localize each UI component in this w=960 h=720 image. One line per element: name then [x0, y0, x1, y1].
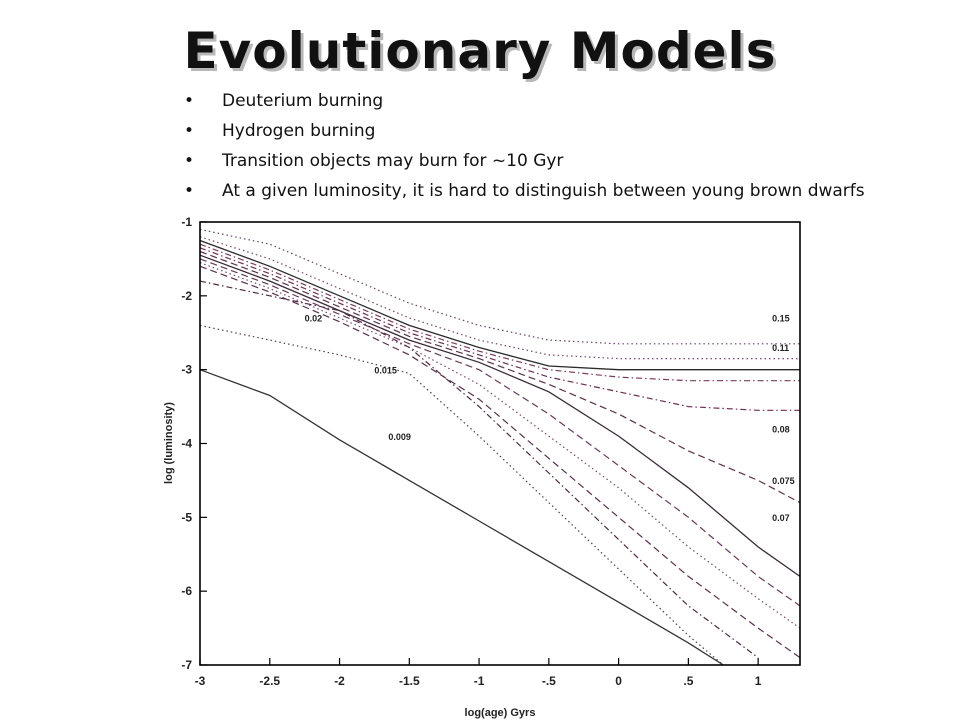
- mass-label: 0.015: [374, 365, 397, 375]
- y-tick-label: -5: [181, 510, 192, 524]
- x-tick-label: .5: [683, 674, 693, 688]
- series-line-0.015: [199, 324, 724, 666]
- x-tick-label: -1: [474, 674, 485, 688]
- bullet-item: Deuterium burning: [180, 90, 900, 112]
- x-tick-label: -2.5: [259, 674, 280, 688]
- series-line: [199, 265, 801, 659]
- slide-title: Evolutionary Models: [183, 22, 777, 80]
- mass-label: 0.11: [772, 343, 789, 353]
- y-tick-label: -7: [181, 658, 192, 672]
- y-tick-label: -1: [181, 215, 192, 229]
- x-tick-label: -.5: [542, 674, 556, 688]
- y-tick-label: -3: [181, 363, 192, 377]
- series-line-0.009: [199, 369, 724, 666]
- series-line-0.11: [199, 236, 800, 360]
- x-tick-label: 0: [615, 674, 622, 688]
- x-axis-label: log(age) Gyrs: [465, 707, 536, 719]
- y-tick-label: -6: [181, 584, 192, 598]
- chart-canvas: -3 -2.5 -2 -1.5 -1 -.5 0 .5 1 -1 -2 -3 -4 -5 -6 -7 0.15…: [163, 215, 801, 719]
- series-line: [199, 239, 800, 371]
- series-line: [199, 258, 801, 607]
- mass-label: 0.15: [772, 314, 790, 324]
- bullet-item: Transition objects may burn for ~10 Gyr: [180, 150, 900, 172]
- bullet-item: At a given luminosity, it is hard to dis…: [180, 180, 900, 202]
- plot-area: [200, 222, 800, 665]
- series-line-0.02: [199, 280, 759, 659]
- series-line: [199, 243, 800, 382]
- mass-label: 0.08: [772, 424, 790, 434]
- x-tick-label: -1.5: [399, 674, 420, 688]
- x-tick-label: -3: [195, 674, 206, 688]
- series-line-0.08: [199, 247, 800, 411]
- mass-label: 0.009: [388, 432, 411, 442]
- x-tick-label: -2: [334, 674, 345, 688]
- x-tick-label: 1: [755, 674, 762, 688]
- y-tick-label: -4: [181, 437, 192, 451]
- series-line-0.07: [199, 254, 801, 577]
- y-tick-label: -2: [181, 289, 192, 303]
- mass-label: 0.075: [772, 476, 795, 486]
- y-axis-label: log (luminosity): [163, 402, 175, 484]
- annotation-layer: 0.15 0.11 0.08 0.075 0.07 0.02 0.015 0.009: [305, 314, 795, 523]
- bullet-list: Deuterium burning Hydrogen burning Trans…: [180, 90, 900, 210]
- mass-label: 0.07: [772, 513, 790, 523]
- series-line-0.15: [199, 228, 800, 345]
- mass-label: 0.02: [305, 314, 323, 324]
- series-line: [199, 262, 801, 629]
- bullet-item: Hydrogen burning: [180, 120, 900, 142]
- series-layer: [199, 228, 801, 666]
- series-line-0.075: [199, 250, 801, 504]
- luminosity-chart: -3 -2.5 -2 -1.5 -1 -.5 0 .5 1 -1 -2 -3 -4 -5 -6 -7 0.15…: [0, 200, 960, 720]
- tick-layer: -3 -2.5 -2 -1.5 -1 -.5 0 .5 1 -1 -2 -3 -4 -5 -6 -7: [181, 215, 761, 688]
